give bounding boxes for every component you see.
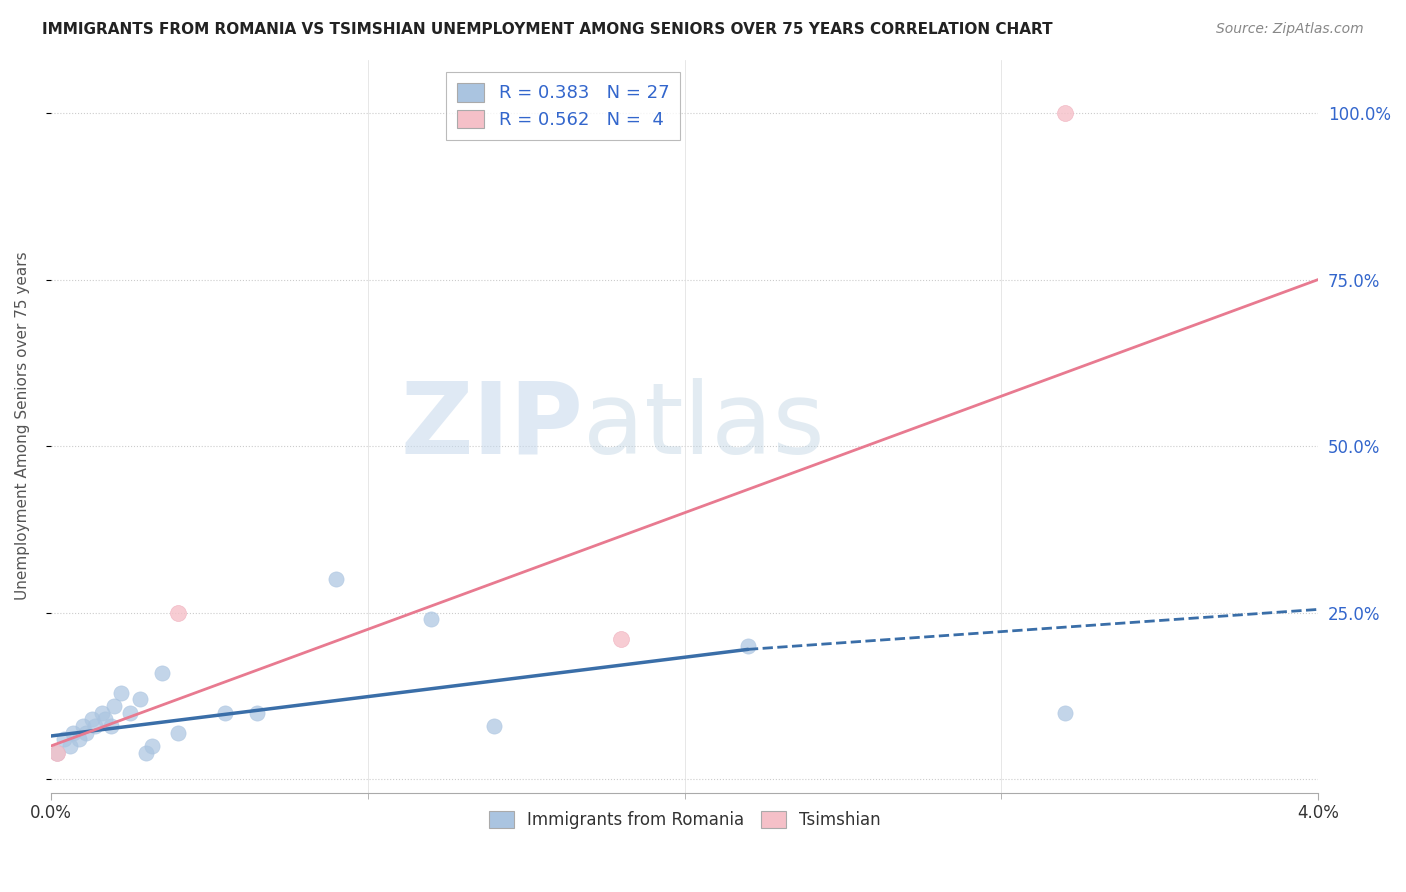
Text: Source: ZipAtlas.com: Source: ZipAtlas.com <box>1216 22 1364 37</box>
Point <box>72 719 94 733</box>
Legend: Immigrants from Romania, Tsimshian: Immigrants from Romania, Tsimshian <box>482 804 887 836</box>
Point <box>737 639 759 653</box>
Point <box>128 692 150 706</box>
Text: ZIP: ZIP <box>401 377 583 475</box>
Point <box>59 739 82 753</box>
Y-axis label: Unemployment Among Seniors over 75 years: Unemployment Among Seniors over 75 years <box>15 252 30 600</box>
Point <box>141 739 163 753</box>
Point <box>166 725 188 739</box>
Point <box>325 573 347 587</box>
Point <box>110 686 132 700</box>
Point <box>420 612 443 626</box>
Point <box>52 732 75 747</box>
Point <box>62 725 84 739</box>
Point <box>610 632 633 647</box>
Point <box>67 732 90 747</box>
Point <box>150 665 173 680</box>
Point <box>103 699 125 714</box>
Point <box>166 606 188 620</box>
Point <box>46 746 69 760</box>
Point <box>75 725 97 739</box>
Point <box>84 719 107 733</box>
Point <box>90 706 112 720</box>
Text: atlas: atlas <box>583 377 825 475</box>
Point <box>214 706 236 720</box>
Point <box>80 712 103 726</box>
Point <box>93 712 115 726</box>
Point <box>135 746 157 760</box>
Point <box>1053 706 1076 720</box>
Point <box>46 746 69 760</box>
Point <box>484 719 506 733</box>
Point <box>246 706 269 720</box>
Point <box>1053 106 1076 120</box>
Point <box>118 706 141 720</box>
Point <box>100 719 122 733</box>
Text: IMMIGRANTS FROM ROMANIA VS TSIMSHIAN UNEMPLOYMENT AMONG SENIORS OVER 75 YEARS CO: IMMIGRANTS FROM ROMANIA VS TSIMSHIAN UNE… <box>42 22 1053 37</box>
